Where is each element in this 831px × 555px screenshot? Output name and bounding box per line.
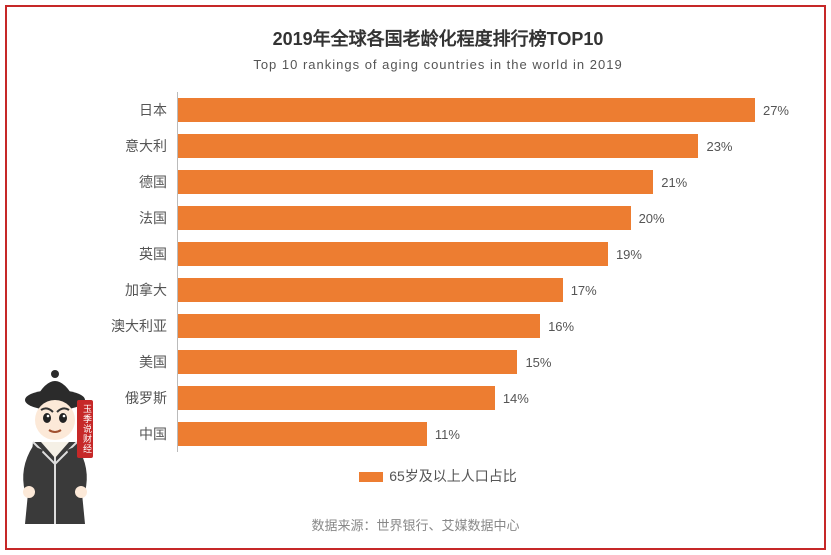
category-label: 澳大利亚 (87, 316, 177, 336)
bar-track: 21% (177, 164, 789, 200)
bar-row: 意大利 23% (87, 128, 789, 164)
bar-track: 19% (177, 236, 789, 272)
bar-row: 日本 27% (87, 92, 789, 128)
chart-subtitle: Top 10 rankings of aging countries in th… (87, 57, 789, 72)
bar-row: 俄罗斯14% (87, 380, 789, 416)
bar (178, 134, 698, 158)
bar-track: 16% (177, 308, 789, 344)
bar (178, 422, 427, 446)
bar-value: 27% (763, 103, 789, 118)
bar (178, 386, 495, 410)
category-label: 法国 (87, 208, 177, 228)
bar-track: 17% (177, 272, 789, 308)
legend-label: 65岁及以上人口占比 (389, 468, 517, 484)
mascot-tag: 玉季说财经 (77, 400, 93, 458)
bar-container: 日本 27% 意大利 23% 德国 21% 法国 20% 英国 19% 加拿大 17% 澳大利亚 16% 美… (87, 92, 789, 452)
bar (178, 98, 755, 122)
bar (178, 206, 631, 230)
category-label: 德国 (87, 172, 177, 192)
category-label: 英国 (87, 244, 177, 264)
bar-value: 11% (435, 427, 460, 442)
bar (178, 314, 540, 338)
chart-area: 2019年全球各国老龄化程度排行榜TOP10 Top 10 rankings o… (87, 25, 789, 508)
category-label: 意大利 (87, 136, 177, 156)
bar (178, 170, 653, 194)
bar (178, 278, 563, 302)
bar-track: 27% (177, 92, 789, 128)
bar-value: 16% (548, 319, 574, 334)
bar-value: 20% (639, 211, 665, 226)
bar-value: 19% (616, 247, 642, 262)
bar (178, 242, 608, 266)
bar-track: 15% (177, 344, 789, 380)
category-label: 日本 (87, 100, 177, 120)
bar-track: 20% (177, 200, 789, 236)
legend-swatch (359, 472, 383, 482)
bar-row: 加拿大 17% (87, 272, 789, 308)
bar-value: 17% (571, 283, 597, 298)
bar-value: 14% (503, 391, 529, 406)
bar-row: 德国 21% (87, 164, 789, 200)
bar-value: 15% (525, 355, 551, 370)
bar-row: 澳大利亚 16% (87, 308, 789, 344)
data-source: 数据来源：世界银行、艾媒数据中心 (7, 515, 824, 534)
bar-value: 21% (661, 175, 687, 190)
bar-track: 23% (177, 128, 789, 164)
bar-row: 法国 20% (87, 200, 789, 236)
bar-row: 美国15% (87, 344, 789, 380)
chart-title: 2019年全球各国老龄化程度排行榜TOP10 (87, 25, 789, 51)
bar-row: 中国11% (87, 416, 789, 452)
bar-track: 14% (177, 380, 789, 416)
bar-track: 11% (177, 416, 789, 452)
bar-row: 英国 19% (87, 236, 789, 272)
category-label: 加拿大 (87, 280, 177, 300)
chart-frame: 2019年全球各国老龄化程度排行榜TOP10 Top 10 rankings o… (5, 5, 826, 550)
bar-value: 23% (706, 139, 732, 154)
legend: 65岁及以上人口占比 (87, 466, 789, 486)
bar (178, 350, 517, 374)
